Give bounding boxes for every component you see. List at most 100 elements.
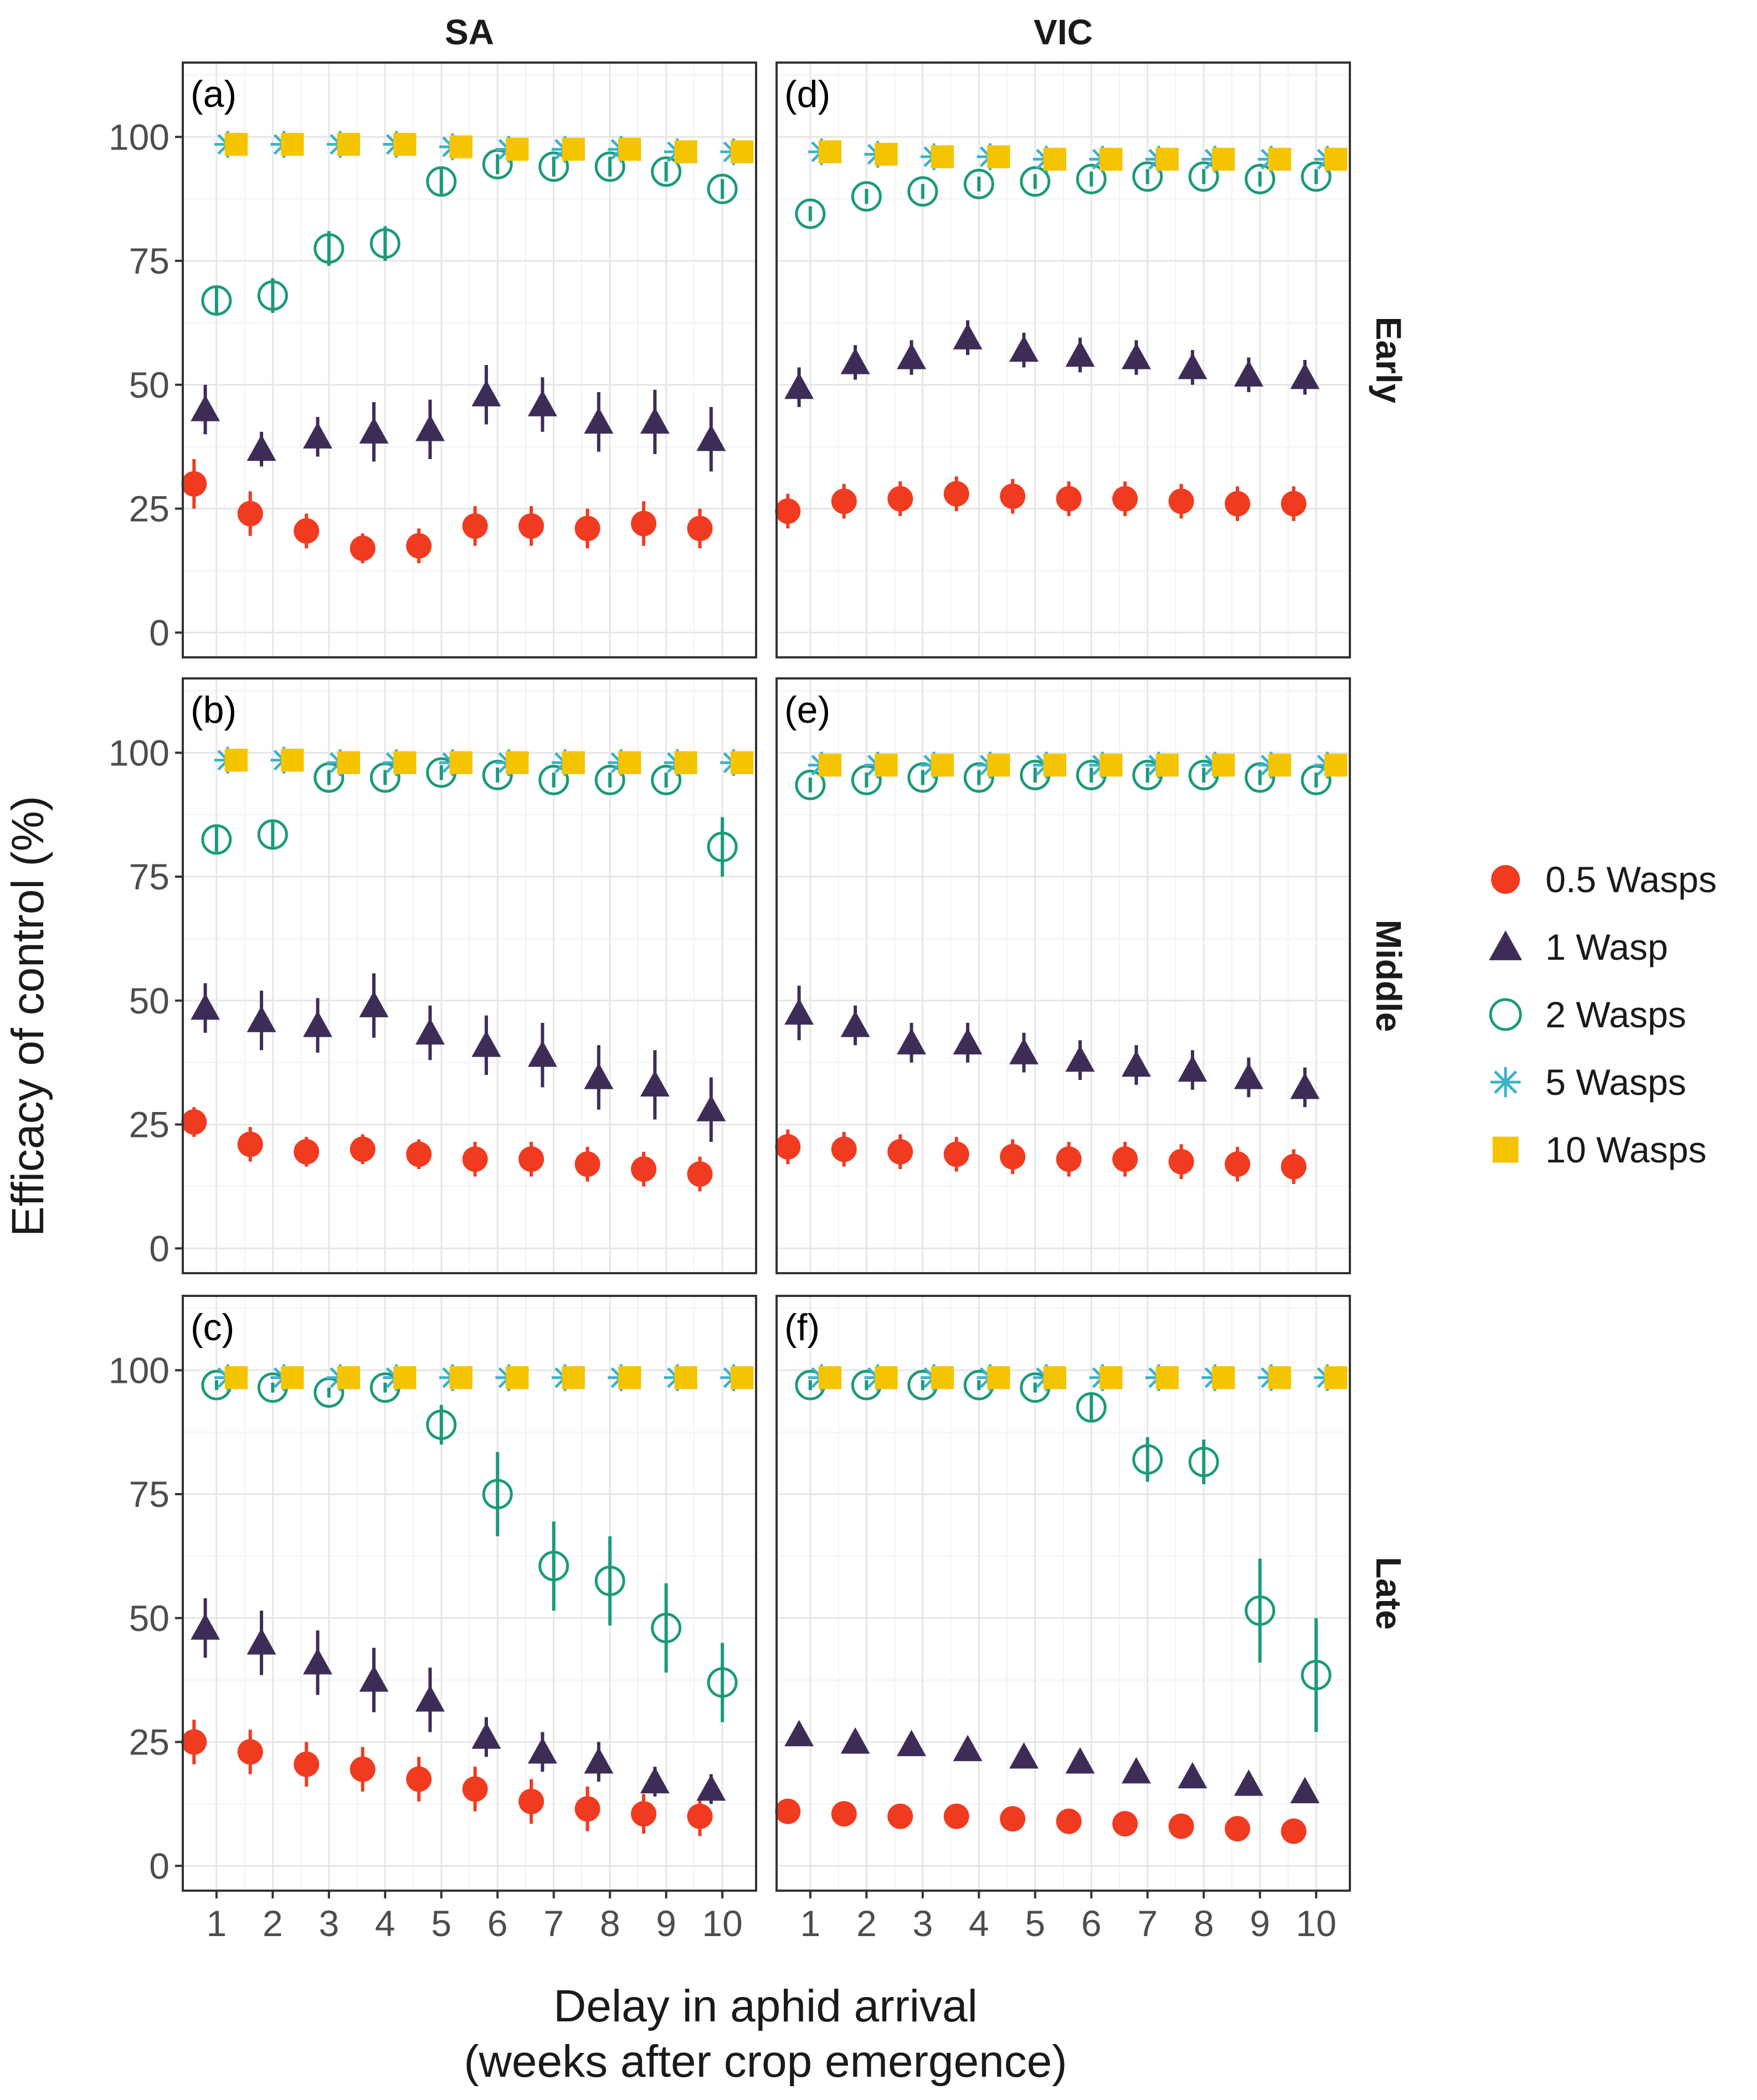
panel-tag: (a)	[191, 73, 237, 115]
data-point	[640, 1070, 670, 1097]
y-tick-label: 25	[129, 1104, 169, 1145]
data-point	[1000, 1144, 1026, 1170]
data-point	[506, 1366, 529, 1389]
data-point	[257, 819, 288, 850]
data-point	[449, 135, 472, 158]
x-tick-label: 9	[656, 1903, 676, 1944]
data-point	[651, 764, 682, 795]
data-point	[1268, 147, 1291, 171]
data-point	[191, 993, 220, 1020]
row-strip-label: Middle	[1369, 920, 1409, 1032]
data-point	[1100, 753, 1123, 777]
series-10-wasps	[224, 748, 754, 774]
data-point	[1225, 1816, 1251, 1842]
data-point	[406, 1766, 432, 1792]
panel-border	[182, 1295, 757, 1892]
x-tick-label: 1	[207, 1903, 227, 1944]
data-point	[191, 395, 220, 421]
data-point	[1234, 360, 1263, 387]
panel-border	[182, 61, 757, 658]
data-point	[471, 380, 501, 406]
data-point	[1112, 1146, 1138, 1172]
data-point	[415, 1685, 445, 1712]
panel-border	[775, 61, 1351, 658]
y-tick-label: 50	[129, 364, 169, 405]
data-point	[574, 1151, 600, 1177]
data-point	[987, 753, 1010, 777]
x-tick-label: 5	[1025, 1903, 1045, 1944]
data-point	[224, 748, 248, 772]
series-1-wasp	[191, 973, 726, 1142]
data-point	[562, 1366, 585, 1389]
panel-tag: (c)	[191, 1306, 234, 1348]
panels-layer: (a) (b) (c) (d) (e) (f)	[181, 61, 1351, 1892]
data-point	[1301, 1660, 1332, 1691]
x-tick-label: 1	[800, 1903, 821, 1944]
data-point	[1076, 1392, 1107, 1423]
legend-item: 5 Wasps	[1490, 1062, 1686, 1103]
panel-f: (f)	[775, 1295, 1351, 1892]
series-10-wasps	[224, 1366, 754, 1389]
data-point	[1178, 352, 1208, 379]
data-point	[618, 1366, 641, 1389]
data-point	[181, 471, 207, 497]
data-point	[303, 1011, 332, 1037]
legend-key	[1492, 1136, 1519, 1163]
data-point	[943, 1141, 969, 1167]
panel-border	[775, 1295, 1351, 1892]
data-point	[1301, 161, 1332, 192]
y-tick-label: 0	[149, 612, 169, 653]
data-point	[818, 1366, 842, 1389]
data-point	[1132, 161, 1163, 192]
data-point	[1225, 491, 1251, 517]
data-point	[1290, 362, 1320, 389]
data-point	[538, 764, 569, 795]
data-point	[840, 348, 870, 374]
y-tick-label: 75	[129, 1474, 169, 1515]
data-point	[707, 1667, 738, 1698]
data-point	[1009, 335, 1039, 362]
data-point	[674, 751, 697, 774]
data-point	[651, 1613, 682, 1644]
data-point	[518, 1146, 544, 1172]
data-point	[1100, 1366, 1123, 1389]
data-point	[1188, 161, 1219, 192]
data-point	[1178, 1762, 1208, 1789]
data-point	[562, 137, 585, 161]
legend-key	[1491, 865, 1520, 894]
data-point	[518, 1788, 544, 1814]
data-point	[953, 1734, 983, 1762]
data-point	[1211, 1366, 1235, 1389]
data-point	[1056, 1808, 1082, 1834]
data-point	[687, 1803, 713, 1829]
data-point	[875, 142, 898, 166]
data-point	[1188, 1447, 1219, 1478]
data-point	[1281, 491, 1307, 517]
data-point	[1009, 1742, 1039, 1769]
y-axis-title: Efficacy of control (%)	[3, 796, 53, 1237]
data-point	[314, 233, 345, 264]
data-point	[1245, 762, 1276, 793]
legend-label: 1 Wasp	[1545, 927, 1668, 967]
data-point	[795, 769, 826, 800]
data-point	[506, 751, 529, 774]
data-point	[1009, 1038, 1039, 1064]
data-point	[337, 1366, 361, 1389]
data-point	[953, 323, 983, 349]
data-point	[1178, 1055, 1208, 1082]
data-point	[1020, 166, 1051, 197]
data-point	[907, 762, 938, 793]
data-point	[1281, 1818, 1307, 1844]
series-2-wasps	[201, 757, 738, 877]
data-point	[897, 343, 926, 369]
data-point	[831, 1136, 857, 1162]
data-point	[224, 132, 248, 156]
data-point	[406, 533, 432, 559]
data-point	[1324, 147, 1348, 171]
x-tick-label: 2	[856, 1903, 877, 1944]
data-point	[281, 132, 304, 156]
panel-d: (d)	[775, 61, 1351, 658]
legend-label: 10 Wasps	[1545, 1129, 1707, 1170]
panel-tag: (b)	[191, 689, 237, 731]
